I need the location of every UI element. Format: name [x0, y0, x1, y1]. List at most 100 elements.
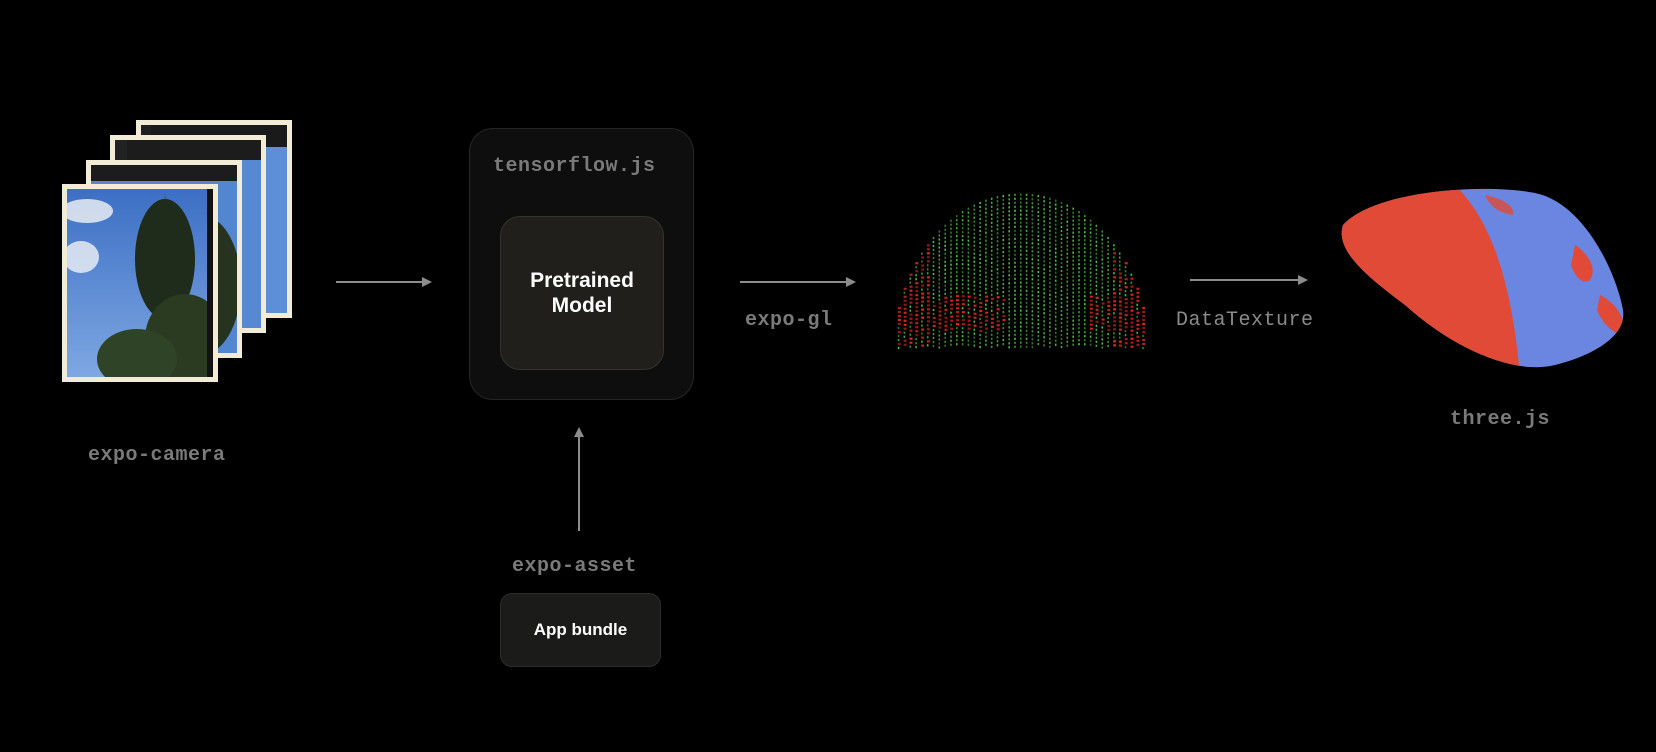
point-cloud-dot	[979, 213, 981, 217]
point-cloud-dot	[1118, 340, 1122, 343]
point-cloud-dot	[967, 303, 970, 306]
point-cloud-dot	[938, 310, 942, 313]
point-cloud-dot	[1107, 276, 1109, 280]
point-cloud-dot	[1072, 247, 1074, 250]
point-cloud-dot	[1002, 243, 1005, 246]
point-cloud-dot	[956, 307, 959, 310]
point-cloud-dot	[915, 306, 919, 309]
point-cloud-dot	[1060, 317, 1063, 321]
point-cloud-dot	[1020, 333, 1022, 336]
point-cloud-dot	[1008, 238, 1010, 241]
point-cloud-dot	[1124, 294, 1127, 297]
point-cloud-dot	[944, 300, 948, 303]
point-cloud-dot	[1054, 203, 1057, 206]
point-cloud-dot	[950, 255, 952, 258]
point-cloud-dot	[915, 330, 919, 333]
point-cloud-dot	[1037, 259, 1040, 262]
point-cloud-dot	[1095, 236, 1098, 239]
point-cloud-dot	[1008, 254, 1010, 257]
point-cloud-dot	[979, 309, 983, 313]
point-cloud-dot	[1084, 283, 1086, 286]
point-cloud-dot	[1101, 274, 1104, 277]
point-cloud-dot	[1020, 257, 1022, 260]
point-cloud-dot	[990, 301, 993, 304]
point-cloud-dot	[1113, 340, 1117, 343]
point-cloud-dot	[1008, 274, 1010, 277]
point-cloud-dot	[1043, 200, 1045, 203]
point-cloud-dot	[950, 235, 952, 238]
point-cloud-dot	[1054, 343, 1057, 346]
point-cloud-dot	[1095, 284, 1098, 287]
point-cloud-dot	[967, 299, 970, 302]
point-cloud-dot	[1002, 307, 1005, 310]
arrow-asset-to-tensorflow	[574, 427, 584, 531]
point-cloud-dot	[1078, 335, 1080, 338]
point-cloud-dot	[932, 296, 935, 300]
point-cloud-dot	[1054, 291, 1057, 294]
point-cloud-dot	[973, 324, 977, 327]
point-cloud-dot	[973, 236, 976, 239]
point-cloud-dot	[1008, 346, 1010, 349]
point-cloud-dot	[1037, 267, 1040, 270]
point-cloud-dot	[1101, 322, 1105, 325]
point-cloud-dot	[1107, 280, 1109, 284]
point-cloud-dot	[1060, 245, 1063, 249]
point-cloud-dot	[967, 271, 970, 274]
point-cloud-dot	[990, 329, 993, 332]
point-cloud-dot	[1049, 341, 1051, 344]
point-cloud-dot	[956, 299, 959, 302]
point-cloud-dot	[979, 265, 981, 269]
point-cloud-dot	[932, 268, 935, 272]
point-cloud-dot	[1049, 201, 1051, 204]
point-cloud-dot	[1124, 318, 1127, 321]
point-cloud-dot	[967, 247, 970, 250]
point-cloud-dot	[950, 287, 952, 290]
point-cloud-dot	[1054, 303, 1057, 306]
point-cloud-dot	[956, 303, 959, 306]
point-cloud-dot	[1078, 339, 1080, 342]
point-cloud-dot	[944, 288, 946, 291]
point-cloud-dot	[915, 270, 919, 273]
point-cloud-dot	[1031, 250, 1034, 253]
point-cloud-dot	[944, 252, 946, 255]
point-cloud-dot	[1072, 319, 1074, 322]
mesh-red-patch	[1485, 195, 1514, 215]
point-cloud-dot	[961, 267, 964, 270]
point-cloud-dot	[1031, 234, 1034, 237]
point-cloud-dot	[1031, 290, 1034, 293]
point-cloud-dot	[996, 292, 999, 295]
point-cloud-dot	[921, 332, 923, 335]
point-cloud-dot	[1124, 262, 1128, 265]
point-cloud-dot	[1043, 308, 1045, 311]
point-cloud-dot	[944, 308, 948, 311]
point-cloud-dot	[1060, 265, 1063, 269]
point-cloud-dot	[1008, 318, 1010, 321]
point-cloud-dot	[1101, 278, 1104, 281]
point-cloud-dot	[1060, 325, 1063, 329]
point-cloud-dot	[1060, 217, 1063, 221]
point-cloud-dot	[973, 336, 976, 339]
point-cloud-dot	[1084, 263, 1086, 266]
point-cloud-dot	[1037, 287, 1040, 290]
point-cloud-dot	[1060, 205, 1063, 209]
point-cloud-dot	[1089, 323, 1093, 326]
point-cloud-dot	[1025, 217, 1028, 220]
point-cloud-dot	[1008, 226, 1010, 229]
point-cloud-dot	[1037, 243, 1040, 246]
arrow-camera-to-tensorflow	[336, 277, 432, 287]
point-cloud-dot	[909, 305, 912, 308]
point-cloud-dot	[1002, 315, 1006, 318]
point-cloud-dot	[967, 207, 970, 210]
point-cloud-dot	[979, 245, 981, 249]
point-cloud-dot	[967, 219, 970, 222]
point-cloud-dot	[909, 293, 913, 296]
point-cloud-dot	[1020, 285, 1022, 288]
point-cloud-dot	[1037, 199, 1040, 202]
point-cloud-dot	[1130, 281, 1133, 284]
point-cloud-dot	[1054, 243, 1057, 246]
point-cloud-dot	[990, 277, 993, 280]
point-cloud-dot	[990, 201, 993, 204]
point-cloud-dot	[1101, 330, 1104, 333]
point-cloud-dot	[1113, 248, 1115, 251]
point-cloud-dot	[1130, 273, 1133, 276]
